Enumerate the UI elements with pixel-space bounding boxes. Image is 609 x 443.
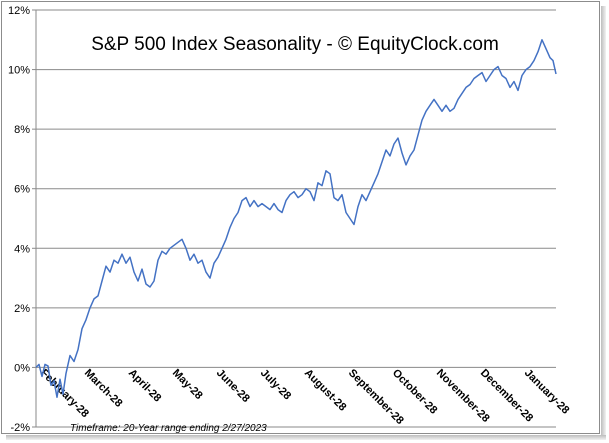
y-tick-label: -2%: [10, 422, 30, 434]
y-tick-label: 0%: [14, 362, 30, 374]
y-tick-label: 2%: [14, 303, 30, 315]
x-tick-label: June-28: [214, 367, 252, 405]
frame-shadow-bottom: [6, 435, 606, 440]
y-tick-label: 4%: [14, 243, 30, 255]
series-layer: [35, 39, 557, 398]
x-tick-label: May-28: [170, 367, 205, 402]
x-tick-label: August-28: [302, 367, 349, 414]
frame-shadow-right: [601, 6, 606, 437]
series-line: [35, 39, 557, 398]
y-tick-label: 10%: [8, 65, 30, 77]
y-tick-label: 12%: [8, 5, 30, 17]
grid-lines: [36, 9, 556, 428]
y-tick-label: 8%: [14, 124, 30, 136]
axes: [32, 9, 556, 428]
chart-title: S&P 500 Index Seasonality - © EquityCloc…: [91, 34, 499, 55]
x-tick-label: July-28: [258, 367, 293, 402]
x-tick-label: March-28: [82, 367, 125, 410]
y-tick-label: 6%: [14, 184, 30, 196]
x-tick-label: April-28: [126, 367, 163, 404]
timeframe-note: Timeframe: 20-Year range ending 2/27/202…: [70, 423, 267, 434]
y-tick-labels: -2% 0% 2% 4% 6% 8% 10% 12%: [8, 5, 30, 434]
